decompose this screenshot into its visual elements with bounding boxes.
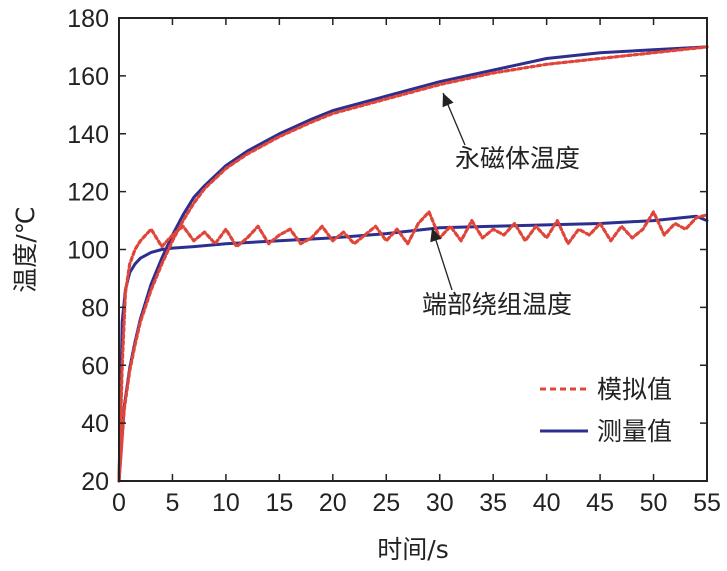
y-tick-label: 20 [81,468,109,496]
x-tick-label: 45 [586,489,614,517]
x-tick-label: 50 [640,489,668,517]
x-tick-label: 40 [533,489,561,517]
series-line-2 [117,210,709,483]
legend-label-0: 模拟值 [597,375,672,404]
series-layer [117,45,709,483]
annotation-label: 永磁体温度 [455,144,580,173]
y-tick-label: 40 [81,410,109,438]
y-tick-label: 120 [67,179,109,207]
series-line-3 [117,214,709,483]
y-tick-label: 60 [81,352,109,380]
x-axis-title: 时间/s [377,535,448,564]
y-axis-title: 温度/℃ [11,206,40,293]
y-tick-label: 80 [81,294,109,322]
annotation-arrowhead [442,93,454,108]
x-tick-label: 55 [693,489,721,517]
series-line-1 [117,45,709,483]
x-tick-label: 5 [166,489,180,517]
x-tick-label: 30 [426,489,454,517]
x-tick-label: 15 [265,489,293,517]
ticks-layer: 0 5 10 15 20 25 30 35 40 45 50 55 20 40 60 80 100 120 140 1… [67,5,721,517]
series-line-0 [117,45,709,483]
x-tick-label: 0 [112,489,126,517]
y-tick-label: 180 [67,5,109,33]
legend-label-1: 测量值 [597,417,672,446]
y-tick-label: 140 [67,121,109,149]
y-tick-label: 100 [67,237,109,265]
x-tick-label: 35 [479,489,507,517]
x-tick-label: 25 [372,489,400,517]
y-tick-label: 160 [67,63,109,91]
annotation-label: 端部绕组温度 [422,290,572,319]
annotation-arrowhead [430,228,442,243]
x-tick-label: 10 [212,489,240,517]
x-tick-label: 20 [319,489,347,517]
